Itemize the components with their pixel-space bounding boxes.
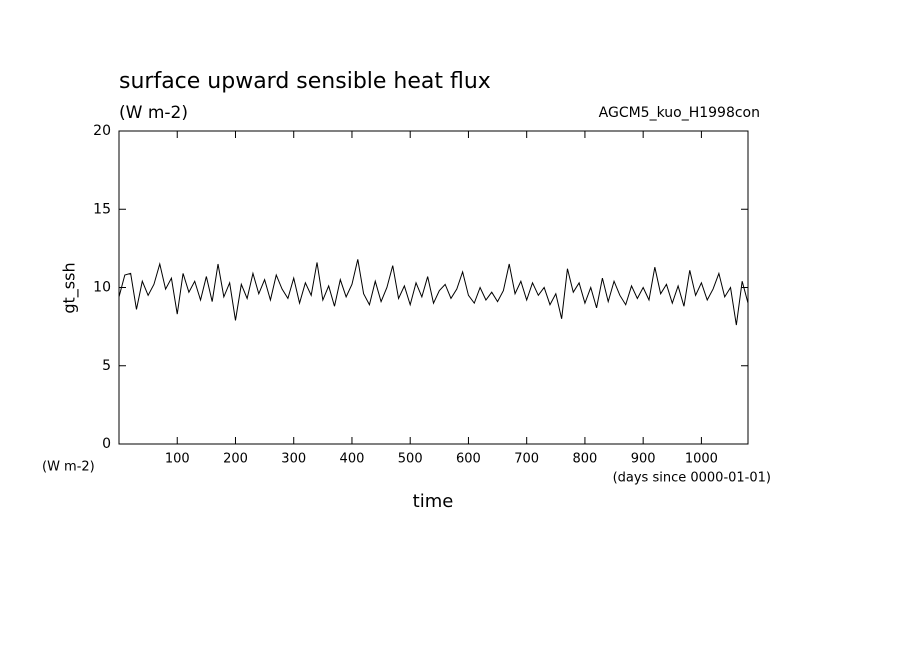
- x-tick-label: 900: [631, 452, 656, 467]
- x-tick-label: 300: [281, 452, 306, 467]
- x-tick-label: 800: [573, 452, 598, 467]
- data-line: [118, 259, 749, 326]
- y-tick-label: 15: [93, 201, 111, 217]
- y-tick-label: 20: [93, 123, 111, 139]
- x-tick-label: 700: [514, 452, 539, 467]
- y-tick-label: 5: [102, 358, 111, 374]
- y-axis-unit: (W m-2): [42, 460, 95, 475]
- x-tick-label: 100: [165, 452, 190, 467]
- x-axis-label: time: [413, 491, 454, 512]
- x-tick-label: 500: [398, 452, 423, 467]
- x-tick-label: 600: [456, 452, 481, 467]
- y-tick-label: 0: [102, 436, 111, 452]
- x-tick-label: 1000: [685, 452, 718, 467]
- x-axis-unit: (days since 0000-01-01): [613, 471, 771, 486]
- annotation: AGCM5_kuo_H1998con: [599, 105, 760, 121]
- x-tick-label: 400: [340, 452, 365, 467]
- x-tick-label: 200: [223, 452, 248, 467]
- chart-title: surface upward sensible heat flux: [119, 69, 491, 94]
- chart-subtitle: (W m-2): [119, 103, 188, 123]
- y-axis-label: gt_ssh: [60, 262, 80, 313]
- y-tick-label: 10: [93, 280, 111, 296]
